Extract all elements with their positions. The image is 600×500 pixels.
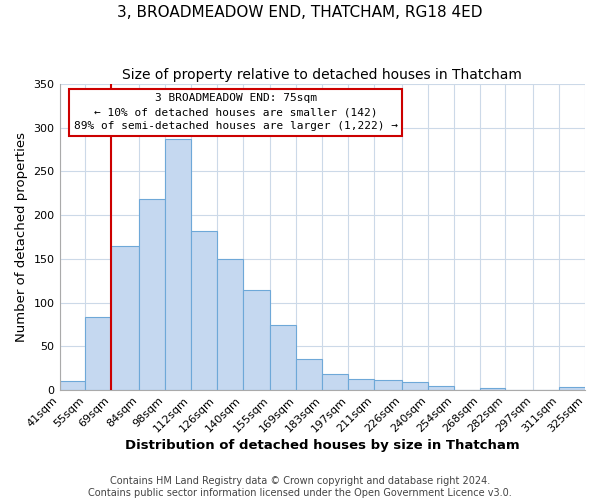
Bar <box>85 316 112 390</box>
Bar <box>191 231 217 390</box>
Y-axis label: Number of detached properties: Number of detached properties <box>15 132 28 342</box>
Bar <box>217 259 243 390</box>
Bar <box>271 324 296 390</box>
Bar <box>348 378 374 390</box>
Bar <box>374 380 402 390</box>
Bar <box>479 388 505 390</box>
Bar <box>559 388 585 390</box>
Bar <box>402 382 428 390</box>
Bar <box>322 374 348 390</box>
Bar <box>165 139 191 390</box>
Text: 3, BROADMEADOW END, THATCHAM, RG18 4ED: 3, BROADMEADOW END, THATCHAM, RG18 4ED <box>117 5 483 20</box>
Bar <box>112 246 139 390</box>
Text: Contains HM Land Registry data © Crown copyright and database right 2024.
Contai: Contains HM Land Registry data © Crown c… <box>88 476 512 498</box>
Text: 3 BROADMEADOW END: 75sqm
← 10% of detached houses are smaller (142)
89% of semi-: 3 BROADMEADOW END: 75sqm ← 10% of detach… <box>74 93 398 131</box>
Bar <box>59 382 85 390</box>
Bar <box>139 200 165 390</box>
Bar <box>243 290 271 390</box>
X-axis label: Distribution of detached houses by size in Thatcham: Distribution of detached houses by size … <box>125 440 520 452</box>
Bar <box>428 386 454 390</box>
Bar <box>296 360 322 390</box>
Title: Size of property relative to detached houses in Thatcham: Size of property relative to detached ho… <box>122 68 522 82</box>
